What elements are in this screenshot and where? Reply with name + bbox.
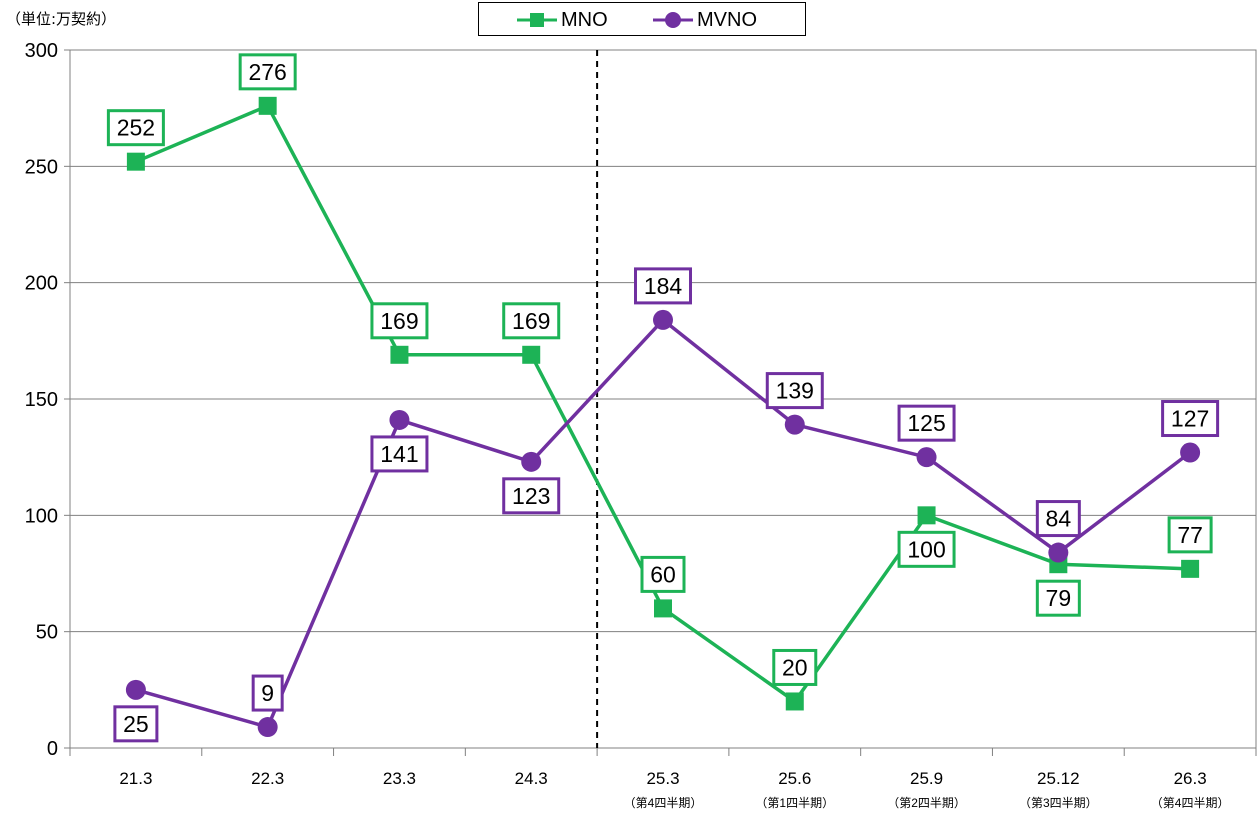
data-label-box-mvno [370, 435, 429, 473]
data-label-box-mvno [765, 372, 824, 410]
data-point-mvno [521, 451, 542, 472]
y-tick-label: 100 [25, 505, 58, 527]
x-tick-sublabel: （第1四半期） [755, 796, 834, 810]
data-label-box-mno [897, 530, 956, 568]
data-point-mvno [389, 409, 410, 430]
data-point-mno [126, 152, 145, 171]
data-label-box-mvno [1161, 400, 1220, 438]
x-tick-label: 23.3 [383, 769, 416, 788]
data-point-mno [654, 599, 672, 618]
data-label-box-mno [640, 555, 686, 593]
data-label-mno: 169 [380, 308, 418, 334]
legend-marker-mvno [653, 12, 693, 28]
data-label-mno: 77 [1177, 522, 1203, 548]
x-tick-label: 25.3 [646, 769, 679, 788]
x-tick-sublabel: （第4四半期） [624, 796, 703, 810]
unit-label: （単位:万契約） [6, 10, 117, 28]
data-point-mno [1181, 559, 1200, 578]
data-point-mvno [1180, 442, 1201, 463]
data-label-box-mvno [897, 404, 956, 442]
data-label-mno: 79 [1046, 585, 1072, 611]
data-label-box-mvno [1035, 500, 1081, 538]
x-tick-label: 22.3 [251, 769, 284, 788]
x-tick-label: 26.3 [1174, 769, 1207, 788]
data-label-box-mvno [634, 267, 692, 305]
data-label-mvno: 141 [380, 441, 418, 467]
data-point-mvno [257, 717, 278, 738]
y-tick-label: 250 [25, 156, 58, 178]
y-tick-label: 50 [36, 622, 58, 644]
data-point-mno [258, 96, 277, 115]
data-label-box-mno [1167, 516, 1213, 554]
y-tick-label: 0 [47, 738, 58, 760]
data-label-box-mno [772, 648, 818, 686]
data-point-mvno [125, 679, 146, 700]
y-tick-label: 300 [25, 40, 58, 62]
legend-label-mno: MNO [561, 9, 608, 31]
data-label-mvno: 125 [907, 410, 945, 436]
data-point-mno [917, 506, 936, 525]
data-label-box-mvno [502, 477, 561, 515]
x-tick-sublabel: （第3四半期） [1019, 796, 1098, 810]
data-label-mvno: 123 [512, 483, 550, 509]
data-label-box-mno [370, 302, 429, 340]
x-tick-label: 21.3 [119, 769, 152, 788]
legend: MNO MVNO [478, 2, 806, 36]
data-point-mvno [916, 447, 937, 468]
data-label-mvno: 25 [123, 711, 149, 737]
data-label-box-mno [106, 109, 165, 147]
y-tick-label: 200 [25, 273, 58, 295]
series-line-mvno [135, 318, 1192, 729]
data-point-mvno [653, 309, 673, 330]
data-label-box-mno [238, 53, 297, 91]
x-tick-label: 25.12 [1037, 769, 1080, 788]
data-point-mno [522, 345, 541, 364]
data-point-mvno [1048, 542, 1069, 563]
x-tick-sublabel: （第4四半期） [1151, 796, 1230, 810]
x-tick-label: 25.9 [910, 769, 943, 788]
legend-marker-mno [517, 13, 557, 27]
data-label-mno: 20 [782, 654, 808, 680]
data-label-mno: 60 [650, 561, 676, 587]
data-label-box-mno [1035, 579, 1081, 617]
data-label-box-mvno [251, 674, 284, 712]
data-label-mno: 100 [907, 536, 945, 562]
data-label-box-mvno [113, 705, 159, 743]
data-label-mvno: 9 [261, 680, 274, 706]
data-label-mvno: 184 [644, 273, 683, 299]
data-label-mno: 169 [512, 308, 550, 334]
y-tick-label: 150 [25, 389, 58, 411]
data-label-mno: 276 [248, 59, 286, 85]
x-tick-label: 24.3 [515, 769, 548, 788]
data-label-mvno: 84 [1046, 506, 1072, 532]
data-label-mno: 252 [117, 115, 155, 141]
data-label-mvno: 139 [776, 378, 814, 404]
x-tick-label: 25.6 [778, 769, 811, 788]
data-label-mvno: 127 [1171, 406, 1209, 432]
data-label-box-mno [502, 302, 561, 340]
data-point-mvno [784, 414, 805, 435]
x-tick-sublabel: （第2四半期） [887, 796, 966, 810]
data-point-mno [390, 345, 409, 364]
legend-label-mvno: MVNO [697, 9, 757, 31]
data-point-mno [785, 692, 804, 711]
